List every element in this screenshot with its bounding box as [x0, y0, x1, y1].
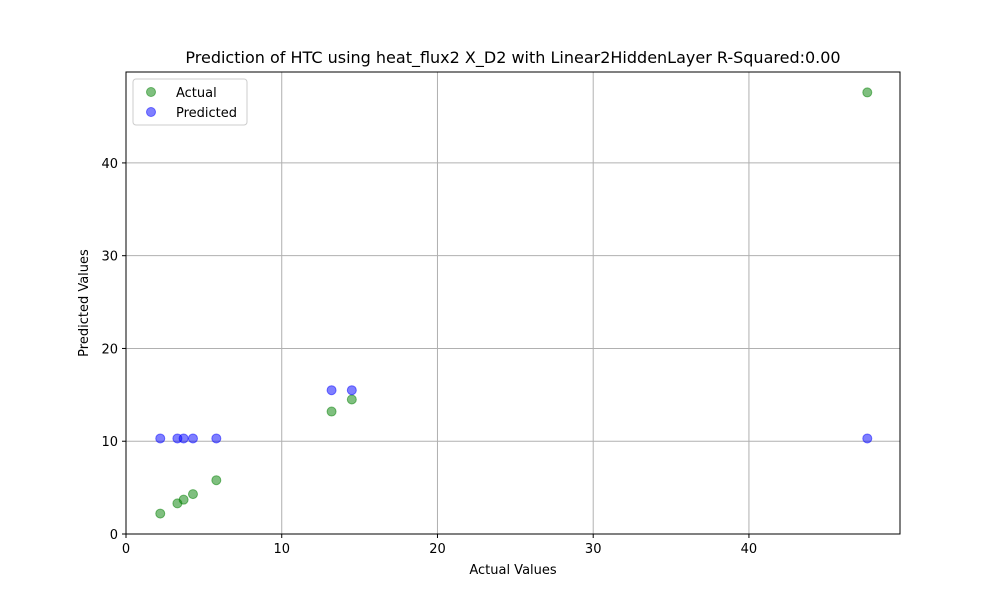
y-tick-label: 40 — [101, 157, 118, 172]
y-tick-label: 10 — [101, 435, 118, 450]
data-point-predicted — [211, 433, 222, 444]
chart-title: Prediction of HTC using heat_flux2 X_D2 … — [185, 48, 840, 68]
legend-label-predicted: Predicted — [176, 106, 237, 121]
data-point-predicted — [178, 433, 189, 444]
x-tick-label: 30 — [585, 542, 602, 557]
x-tick-label: 20 — [429, 542, 446, 557]
legend-box — [132, 78, 248, 126]
x-tick-label: 40 — [741, 542, 758, 557]
data-point-predicted — [326, 385, 337, 396]
y-tick-label: 30 — [101, 250, 118, 265]
legend-marker-actual — [146, 87, 156, 97]
x-axis-label: Actual Values — [469, 563, 557, 578]
data-point-actual — [187, 489, 198, 500]
data-point-predicted — [346, 385, 357, 396]
data-points — [155, 87, 873, 519]
y-tick-label: 0 — [110, 528, 118, 543]
plot-frame — [125, 71, 901, 535]
data-point-actual — [178, 494, 189, 505]
legend-label-actual: Actual — [176, 86, 217, 101]
data-point-actual — [211, 475, 222, 486]
data-point-predicted — [862, 433, 873, 444]
x-tick-label: 0 — [122, 542, 130, 557]
data-point-predicted — [155, 433, 166, 444]
data-point-actual — [862, 87, 873, 98]
legend-marker-predicted — [146, 107, 156, 117]
data-point-actual — [346, 394, 357, 405]
data-point-actual — [155, 508, 166, 519]
data-point-actual — [326, 406, 337, 417]
axis-ticks: 0 10 20 30 40 0 10 20 30 40 — [101, 157, 757, 557]
y-axis-label: Predicted Values — [77, 249, 92, 357]
data-point-predicted — [187, 433, 198, 444]
legend: Actual Predicted — [132, 78, 248, 126]
y-tick-label: 20 — [101, 342, 118, 357]
x-tick-label: 10 — [273, 542, 290, 557]
